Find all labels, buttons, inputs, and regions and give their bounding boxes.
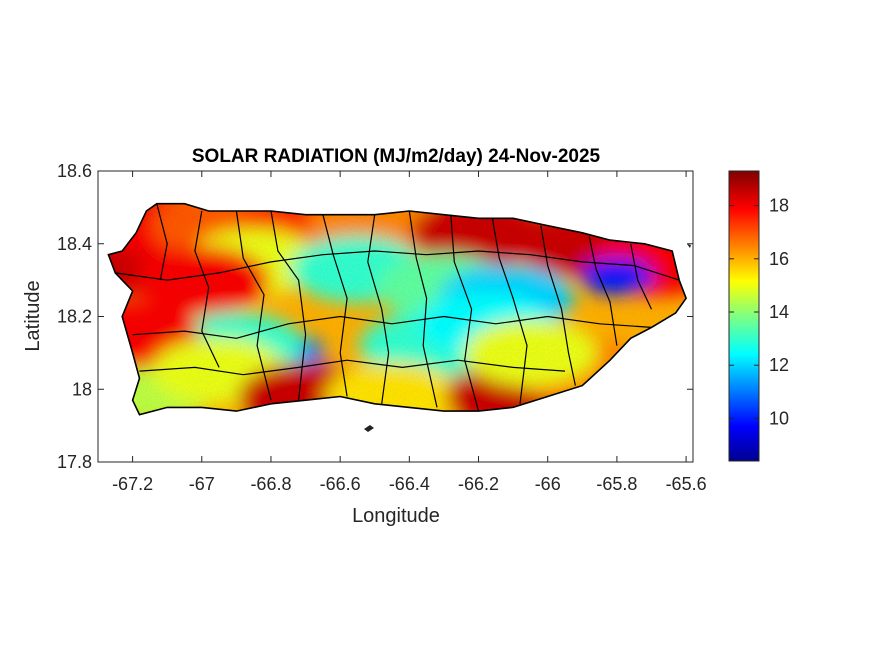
municipal-boundary (115, 250, 680, 281)
municipal-boundary (540, 225, 576, 386)
x-tick-label: -66.8 (250, 474, 291, 494)
y-axis-label: Latitude (22, 280, 44, 351)
municipal-boundary (132, 315, 652, 339)
x-tick-label: -67 (189, 474, 215, 494)
x-tick-label: -66.4 (389, 474, 430, 494)
y-tick-label: 18.6 (57, 161, 92, 181)
colorbar-tick-label: 10 (769, 408, 789, 428)
municipal-boundary (235, 210, 272, 401)
municipal-boundary (588, 236, 618, 346)
x-tick-label: -67.2 (112, 474, 153, 494)
x-axis-ticks: -67.2 -67 -66.8 -66.6 -66.4 -66.2 -66 -65.8 -65.… (112, 171, 707, 494)
x-axis-label: Longitude (352, 505, 440, 527)
municipal-boundary (630, 243, 653, 310)
colorbar-tick-label: 14 (769, 302, 789, 322)
x-tick-label: -65.8 (596, 474, 637, 494)
y-tick-label: 18.4 (57, 234, 92, 254)
municipal-boundary (408, 210, 438, 408)
chart-title: SOLAR RADIATION (MJ/m2/day) 24-Nov-2025 (192, 146, 601, 167)
island-coastline (107, 202, 687, 416)
x-tick-label: -65.6 (666, 474, 707, 494)
municipal-boundary (156, 203, 168, 281)
colorbar (728, 170, 760, 462)
vieques-islet (364, 425, 374, 432)
municipal-boundary (450, 214, 480, 412)
x-tick-label: -66.2 (458, 474, 499, 494)
municipal-boundary (194, 210, 220, 368)
colorbar-ticks: 10 12 14 16 18 (729, 196, 789, 428)
x-tick-label: -66 (535, 474, 561, 494)
colorbar-tick-label: 12 (769, 355, 789, 375)
municipal-boundary (270, 210, 307, 401)
y-tick-label: 18.2 (57, 307, 92, 327)
y-tick-label: 17.8 (57, 452, 92, 472)
municipal-boundary (367, 214, 390, 404)
municipal-boundary (322, 214, 348, 397)
municipal-boundary (139, 359, 566, 376)
y-axis-ticks: 17.8 18 18.2 18.4 18.6 (57, 161, 693, 472)
municipal-boundaries (115, 203, 680, 412)
colorbar-tick-label: 18 (769, 196, 789, 216)
desecheo-islet (687, 244, 691, 248)
x-tick-label: -66.6 (320, 474, 361, 494)
municipal-boundary (491, 218, 528, 404)
y-tick-label: 18 (72, 379, 92, 399)
colorbar-tick-label: 16 (769, 249, 789, 269)
